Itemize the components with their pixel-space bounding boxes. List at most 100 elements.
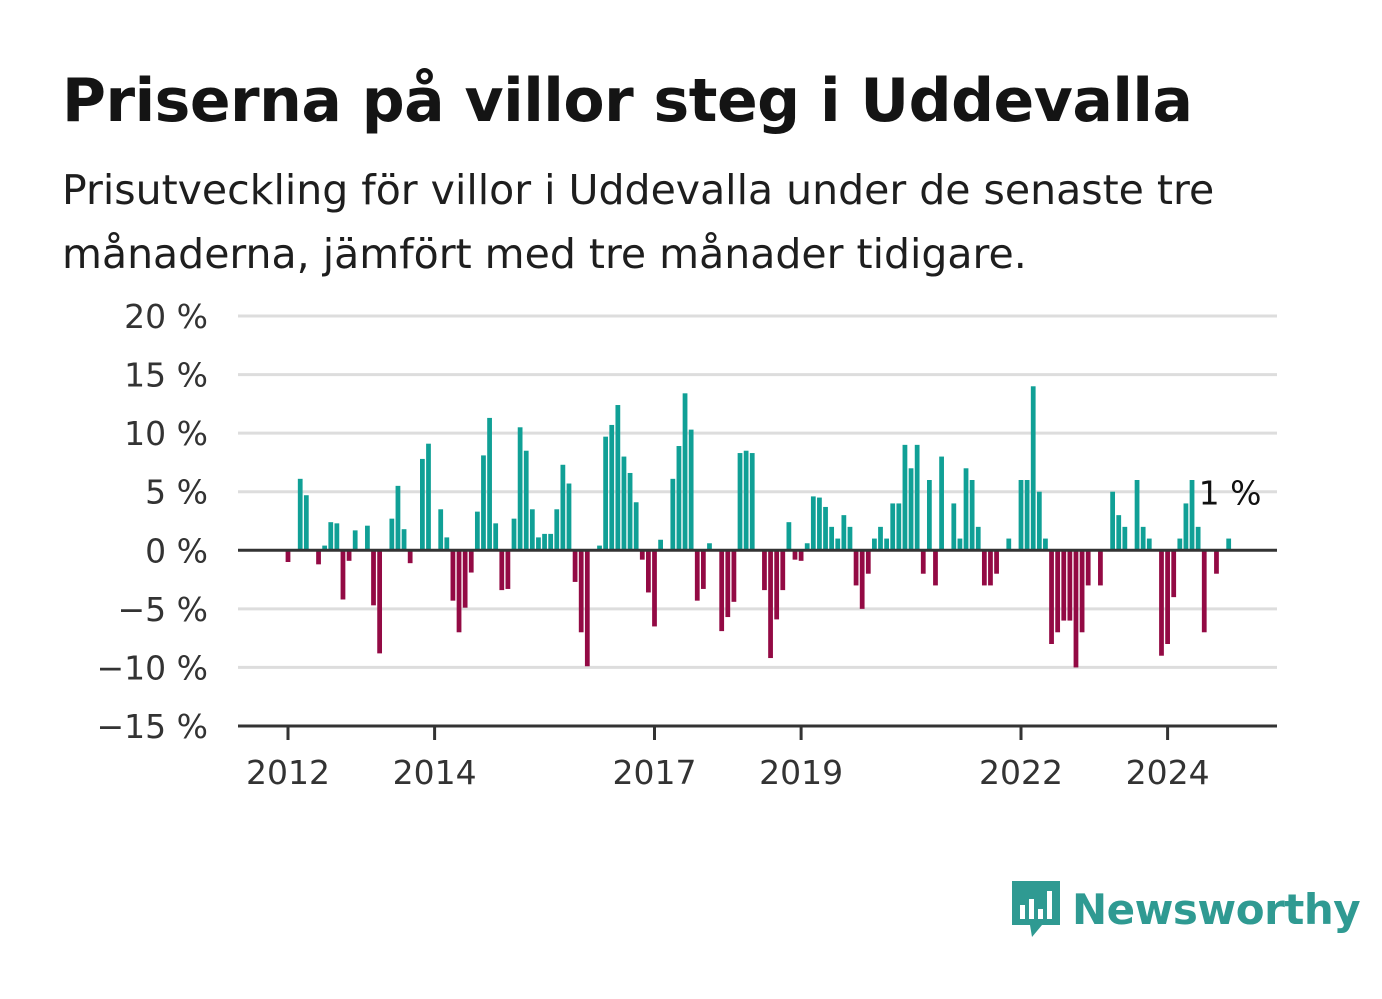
brand-logo: Newsworthy <box>1010 878 1361 940</box>
bar <box>1195 526 1201 551</box>
y-tick-label: −5 % <box>118 590 209 629</box>
bar <box>859 550 865 609</box>
bar <box>395 485 401 551</box>
bar <box>426 443 431 551</box>
bar <box>1159 550 1164 656</box>
bar <box>853 550 859 586</box>
bar <box>804 543 810 551</box>
bar <box>560 464 566 551</box>
bar <box>297 478 303 551</box>
bar <box>841 515 847 551</box>
y-tick-label: −15 % <box>97 707 209 746</box>
bar <box>652 550 657 627</box>
bar <box>865 550 871 574</box>
bar <box>933 550 938 586</box>
bar <box>762 550 767 591</box>
chart-subtitle: Prisutveckling för villor i Uddevalla un… <box>62 166 1215 278</box>
bar <box>884 538 889 551</box>
bar <box>780 550 786 591</box>
bar <box>420 458 425 551</box>
bar <box>926 480 932 551</box>
bar <box>462 550 468 608</box>
bar <box>1024 480 1030 551</box>
bar <box>731 550 737 602</box>
bar <box>1183 503 1189 551</box>
x-tick-label: 2014 <box>393 753 477 792</box>
bar <box>908 468 914 551</box>
bar <box>536 537 541 551</box>
x-tick-label: 2012 <box>246 753 330 792</box>
bar <box>725 550 731 618</box>
bar <box>1134 480 1140 551</box>
bar <box>322 545 328 551</box>
bar <box>572 550 578 582</box>
bar <box>829 526 835 551</box>
bar <box>487 417 492 551</box>
bar <box>352 530 358 551</box>
bar <box>584 550 590 667</box>
bar <box>1085 550 1091 586</box>
bar <box>743 450 749 551</box>
bar <box>529 509 535 551</box>
bar <box>682 393 688 551</box>
bar <box>444 537 450 551</box>
bar <box>566 483 572 551</box>
y-tick-label: −10 % <box>97 648 209 687</box>
bar <box>914 444 920 551</box>
bar <box>633 502 639 551</box>
x-tick-label: 2017 <box>613 753 697 792</box>
bar <box>371 550 376 606</box>
y-tick-label: 20 % <box>124 297 208 336</box>
bar <box>676 446 682 551</box>
bar <box>823 506 828 551</box>
bar <box>456 550 462 633</box>
bar <box>810 496 816 551</box>
bar <box>1110 491 1116 551</box>
bar <box>817 497 822 551</box>
bar <box>377 550 383 654</box>
bar <box>1073 550 1079 668</box>
bar <box>786 522 792 551</box>
bar <box>548 533 554 551</box>
x-tick-label: 2024 <box>1126 753 1210 792</box>
bar <box>1079 550 1085 633</box>
bar <box>688 429 694 551</box>
bar <box>334 523 340 551</box>
bar <box>792 550 798 560</box>
bar <box>1146 538 1152 551</box>
bar <box>1140 526 1146 551</box>
bar <box>694 550 700 601</box>
bar <box>798 550 804 561</box>
bar <box>1049 550 1054 644</box>
bar <box>963 468 969 551</box>
y-tick-label: 0 % <box>145 531 208 570</box>
bar <box>554 509 560 551</box>
bar <box>505 550 511 589</box>
bar <box>468 550 474 573</box>
bar <box>749 453 755 551</box>
bar <box>639 550 645 560</box>
brand-name: Newsworthy <box>1072 884 1361 934</box>
bar <box>621 456 627 551</box>
bar <box>835 538 841 551</box>
x-tick-label: 2019 <box>759 753 843 792</box>
bar <box>988 550 993 586</box>
bar <box>316 550 321 565</box>
bar <box>542 533 547 551</box>
bar <box>481 455 486 551</box>
bar <box>450 550 456 601</box>
bar <box>346 550 352 561</box>
bar <box>707 543 712 551</box>
bar <box>670 478 676 551</box>
bar <box>1189 480 1195 551</box>
bar <box>774 550 780 620</box>
bar <box>340 550 346 600</box>
bar <box>719 550 725 632</box>
bar <box>1226 538 1232 551</box>
bar <box>969 480 975 551</box>
bar <box>285 550 291 562</box>
bar <box>407 550 413 564</box>
bar <box>1018 480 1024 551</box>
bar <box>1177 538 1183 551</box>
bar <box>896 503 902 551</box>
